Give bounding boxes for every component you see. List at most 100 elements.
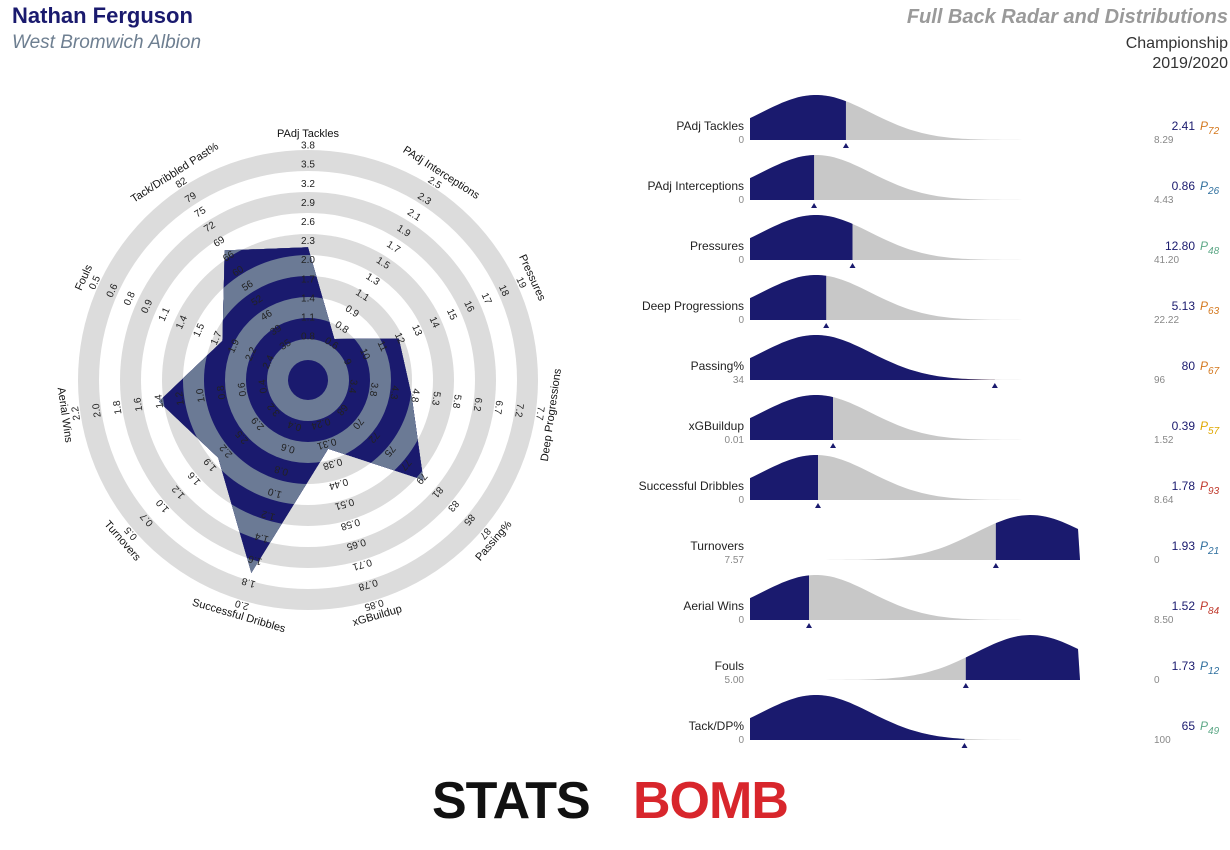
radar-tick-label: 0.65 (345, 536, 367, 552)
distribution-value: 80 (1182, 359, 1196, 373)
radar-tick-label: 4.3 (387, 385, 400, 401)
distribution-max: 1.52 (1154, 435, 1174, 446)
distribution-fill (750, 215, 853, 260)
radar-tick-label: 5.3 (429, 391, 442, 407)
radar-axis-label: PAdj Tackles (277, 128, 339, 140)
radar-tick-label: 2.9 (301, 198, 315, 209)
distribution-max: 100 (1154, 735, 1171, 746)
radar-tick-label: 1.1 (157, 306, 173, 324)
distribution-label: Pressures (690, 239, 744, 253)
distribution-min: 5.00 (725, 675, 745, 686)
distribution-max: 4.43 (1154, 195, 1174, 206)
distribution-label: Deep Progressions (642, 299, 744, 313)
radar-tick-label: 1.4 (253, 530, 270, 545)
radar-tick-label: 5.8 (450, 394, 463, 410)
radar-tick-label: 2.6 (301, 217, 315, 228)
radar-tick-label: 7.2 (512, 403, 525, 419)
distribution-max: 8.29 (1154, 135, 1174, 146)
radar-tick-label: 6.7 (491, 400, 504, 416)
radar-axis-label: Aerial Wins (55, 387, 75, 444)
radar-tick-label: 11 (375, 339, 390, 353)
radar-tick-label: 0.6 (105, 282, 121, 300)
distribution-shape (750, 155, 1080, 200)
distribution-value: 0.39 (1172, 419, 1196, 433)
radar-tick-label: 0.8 (122, 290, 138, 308)
distribution-percentile: P12 (1200, 659, 1220, 677)
report-title: Full Back Radar and Distributions (906, 6, 1228, 28)
radar-tick-label: 2.0 (91, 402, 104, 418)
distribution-value: 12.80 (1165, 239, 1195, 253)
radar-tick-label: 2.2 (244, 345, 260, 363)
radar-tick-label: 0.24 (309, 415, 331, 431)
radar-player-band (288, 360, 328, 400)
radar-tick-label: 0.8 (273, 463, 290, 478)
distribution-min: 0 (738, 195, 744, 206)
distribution-min: 0 (738, 315, 744, 326)
distribution-label: Aerial Wins (683, 599, 744, 613)
distribution-percentile: P26 (1200, 179, 1220, 197)
distribution-value: 1.78 (1172, 479, 1196, 493)
distribution-value: 1.73 (1172, 659, 1196, 673)
distribution-label: Turnovers (690, 539, 744, 553)
radar-tick-label: 3.8 (367, 382, 380, 398)
radar-tick-label: 13 (409, 323, 424, 338)
distribution-marker (849, 263, 856, 268)
radar-tick-label: 1.7 (301, 274, 315, 285)
distribution-max: 96 (1154, 375, 1166, 386)
distribution-min: 0 (738, 495, 744, 506)
distribution-percentile: P67 (1200, 359, 1220, 377)
radar-tick-label: 1.5 (192, 321, 208, 339)
team-name: West Bromwich Albion (12, 32, 202, 53)
distribution-max: 8.64 (1154, 495, 1174, 506)
distribution-chart: PAdj Tackles 0 8.29 2.41 P72 PAdj Interceptio… (639, 95, 1220, 748)
radar-tick-label: 0.8 (301, 332, 315, 343)
player-name: Nathan Ferguson (12, 3, 193, 28)
distribution-marker (992, 563, 999, 568)
radar-tick-label: 1.4 (174, 314, 190, 332)
radar-tick-label: 15 (444, 307, 459, 322)
distribution-shape (750, 275, 1080, 320)
distribution-label: Tack/DP% (689, 719, 745, 733)
distribution-marker (814, 503, 821, 508)
radar-tick-label: 0.4 (257, 378, 270, 394)
distribution-shape (750, 575, 1080, 620)
distribution-fill (750, 95, 846, 140)
distribution-value: 0.86 (1172, 179, 1196, 193)
distribution-max: 8.50 (1154, 615, 1174, 626)
distribution-fill (995, 515, 1080, 560)
distribution-fill (750, 275, 827, 320)
season-label: 2019/2020 (1152, 55, 1228, 72)
distribution-fill (750, 575, 810, 620)
distribution-min: 0.01 (725, 435, 745, 446)
radar-tick-label: 0.4 (286, 418, 303, 433)
distribution-value: 1.93 (1172, 539, 1196, 553)
distribution-min: 7.57 (725, 555, 745, 566)
distribution-percentile: P93 (1200, 479, 1220, 497)
distribution-max: 22.22 (1154, 315, 1179, 326)
radar-tick-label: 2.0 (301, 255, 315, 266)
distribution-shape (750, 455, 1080, 500)
radar-tick-label: 2.2 (70, 405, 83, 421)
distribution-max: 0 (1154, 555, 1160, 566)
radar-tick-label: 1.8 (112, 399, 125, 415)
radar-tick-label: 0.58 (339, 516, 361, 532)
radar-tick-label: 1.9 (226, 337, 242, 355)
competition-label: Championship (1125, 35, 1228, 52)
distribution-fill (750, 155, 815, 200)
radar-tick-label: 1.2 (260, 507, 277, 522)
radar-tick-label: 3.8 (301, 141, 315, 152)
radar-tick-label: 0.5 (87, 274, 103, 292)
radar-tick-label: 0.31 (315, 435, 337, 451)
radar-tick-label: 3.4 (346, 379, 359, 395)
distribution-fill (965, 635, 1080, 680)
distribution-fill (750, 395, 834, 440)
distribution-label: Successful Dribbles (639, 479, 744, 493)
radar-tick-label: 2.4 (261, 353, 277, 371)
distribution-marker (806, 623, 813, 628)
radar-tick-label: 12 (392, 331, 407, 346)
distribution-fill (750, 455, 818, 500)
radar-tick-label: 3.2 (301, 179, 315, 190)
radar-tick-label: 0.71 (351, 556, 373, 572)
distribution-percentile: P84 (1200, 599, 1220, 617)
